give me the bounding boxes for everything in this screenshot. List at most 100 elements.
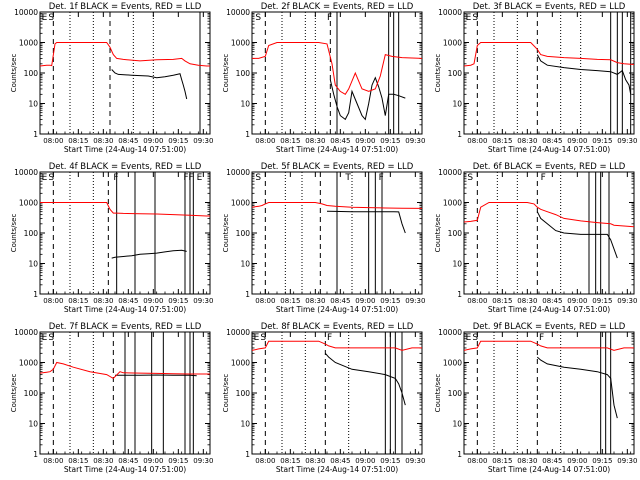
panel-3-marker-letter: S [472, 13, 478, 23]
panel-1-x-tick-label: 08:15 [68, 137, 88, 145]
panel-9-x-tick-label: 09:15 [592, 457, 612, 465]
panel-4-x-axis-label: Start Time (24-Aug-14 07:51:00) [64, 305, 186, 314]
panel-4-x-tick-label: 09:15 [168, 297, 188, 305]
panel-3-x-tick-label: 08:00 [467, 137, 487, 145]
panel-8-title: Det. 8f BLACK = Events, RED = LLD [261, 322, 414, 332]
panel-8-x-tick-label: 09:30 [405, 457, 425, 465]
panel-6-x-tick-label: 08:45 [542, 297, 562, 305]
panel-4-y-tick-label: 10 [28, 260, 38, 269]
panel-1-title: Det. 1f BLACK = Events, RED = LLD [49, 2, 202, 12]
panel-4-y-tick-label: 100 [24, 229, 39, 238]
panel-8-frame [251, 331, 423, 455]
panel-2-x-tick-label: 09:30 [405, 137, 425, 145]
panel-4-x-tick-label: 08:30 [93, 297, 113, 305]
panel-5-marker-letter: S [255, 173, 261, 183]
panel-9-x-tick-label: 08:00 [467, 457, 487, 465]
panel-6-x-tick-label: 08:00 [467, 297, 487, 305]
panel-3-x-tick-label: 08:15 [492, 137, 512, 145]
panel-5-marker-letter: F [379, 173, 384, 183]
panel-3-title: Det. 3f BLACK = Events, RED = LLD [473, 2, 626, 12]
panel-2-y-tick-label: 1000 [231, 39, 250, 48]
panel-5-events-series-line [326, 210, 406, 234]
panel-4-marker-letter: F [113, 173, 118, 183]
panel-3-x-tick-label: 08:30 [517, 137, 537, 145]
panel-7-x-tick-label: 08:30 [93, 457, 113, 465]
panel-1-x-tick-label: 09:30 [193, 137, 213, 145]
panel-4-title: Det. 4f BLACK = Events, RED = LLD [49, 162, 202, 172]
panel-9-x-tick-label: 09:00 [567, 457, 587, 465]
panel-6-x-axis-label: Start Time (24-Aug-14 07:51:00) [488, 305, 610, 314]
panel-7-x-tick-label: 09:00 [143, 457, 163, 465]
panel-8-y-tick-label: 1 [245, 450, 250, 459]
panel-5-x-tick-label: 08:45 [330, 297, 350, 305]
panel-1-marker-letter: E [42, 13, 48, 23]
panel-3-y-axis-label: Counts/sec [434, 54, 442, 93]
panel-7-x-axis-label: Start Time (24-Aug-14 07:51:00) [64, 465, 186, 474]
panel-1-x-tick-label: 08:30 [93, 137, 113, 145]
panel-4-y-tick-label: 1 [33, 290, 38, 299]
panel-1-x-tick-label: 08:45 [118, 137, 138, 145]
panel-3-y-tick-label: 1000 [443, 39, 462, 48]
panel-1-y-axis-label: Counts/sec [10, 54, 18, 93]
panel-8-x-tick-label: 09:00 [355, 457, 375, 465]
panel-1-y-tick-label: 1 [33, 130, 38, 139]
panel-1-y-tick-label: 10 [28, 100, 38, 109]
panel-6-x-tick-label: 09:30 [617, 297, 637, 305]
panel-5-y-tick-label: 1000 [231, 199, 250, 208]
panel-9-y-tick-label: 10000 [438, 328, 462, 337]
panel-3-marker-letter: E [466, 13, 472, 23]
panel-9-x-axis-label: Start Time (24-Aug-14 07:51:00) [488, 465, 610, 474]
panel-7-x-tick-label: 08:15 [68, 457, 88, 465]
panel-9-y-axis-label: Counts/sec [434, 374, 442, 413]
panel-2-marker-letter: S [255, 13, 261, 23]
panel-4-marker-letter: E [42, 173, 48, 183]
panel-2-y-axis-label: Counts/sec [222, 54, 230, 93]
panel-5-x-tick-label: 09:30 [405, 297, 425, 305]
panel-7-title: Det. 7f BLACK = Events, RED = LLD [49, 322, 202, 332]
panel-2-events-series-line [329, 76, 406, 121]
panel-3-frame [463, 11, 635, 135]
panel-5-marker-letter: T [344, 173, 351, 183]
panel-3-y-tick-label: 10000 [438, 8, 462, 17]
panel-3-x-tick-label: 08:45 [542, 137, 562, 145]
panel-3-x-tick-label: 09:30 [617, 137, 637, 145]
panel-5-title: Det. 5f BLACK = Events, RED = LLD [261, 162, 414, 172]
panel-4-y-axis-label: Counts/sec [10, 214, 18, 253]
panel-9-x-tick-label: 08:45 [542, 457, 562, 465]
panel-9-frame [463, 331, 635, 455]
panel-9-marker-letter: S [472, 333, 478, 343]
panel-9-lld-series-line [463, 340, 634, 351]
panel-1-lld-series-line [39, 42, 210, 67]
panel-1-x-tick-label: 09:00 [143, 137, 163, 145]
panel-8-x-tick-label: 08:00 [255, 457, 275, 465]
panel-2-x-tick-label: 09:15 [380, 137, 400, 145]
panel-2-title: Det. 2f BLACK = Events, RED = LLD [261, 2, 414, 12]
panel-5-x-tick-label: 09:15 [380, 297, 400, 305]
panel-6-marker-letter: S [467, 173, 473, 183]
panel-6-marker-letter: F [541, 173, 546, 183]
panel-2-y-tick-label: 10 [240, 100, 250, 109]
panel-9-y-tick-label: 1 [457, 450, 462, 459]
panel-9-x-tick-label: 08:15 [492, 457, 512, 465]
panel-9-events-series-line [536, 356, 618, 419]
panel-8-x-tick-label: 09:15 [380, 457, 400, 465]
panel-5-y-axis-label: Counts/sec [222, 214, 230, 253]
panel-1-x-tick-label: 09:15 [168, 137, 188, 145]
panel-2-marker-letter: F [327, 13, 332, 23]
panel-6-y-tick-label: 100 [448, 229, 463, 238]
panel-8-x-tick-label: 08:15 [280, 457, 300, 465]
panel-7-x-tick-label: 08:00 [43, 457, 63, 465]
panel-2-lld-series-line [252, 42, 423, 95]
panel-8-marker-letter: E [254, 333, 260, 343]
panel-7-x-tick-label: 09:15 [168, 457, 188, 465]
panel-3-events-series-line [536, 54, 632, 95]
panel-9-marker-letter: E [466, 333, 472, 343]
panel-3-y-tick-label: 1 [457, 130, 462, 139]
panel-4-x-tick-label: 08:00 [43, 297, 63, 305]
panel-5-x-axis-label: Start Time (24-Aug-14 07:51:00) [276, 305, 398, 314]
panel-4-x-tick-label: 09:00 [143, 297, 163, 305]
panel-6-x-tick-label: 09:00 [567, 297, 587, 305]
panel-8-marker-letter: S [260, 333, 266, 343]
panel-9-title: Det. 9f BLACK = Events, RED = LLD [473, 322, 626, 332]
panel-1-y-tick-label: 100 [24, 69, 39, 78]
